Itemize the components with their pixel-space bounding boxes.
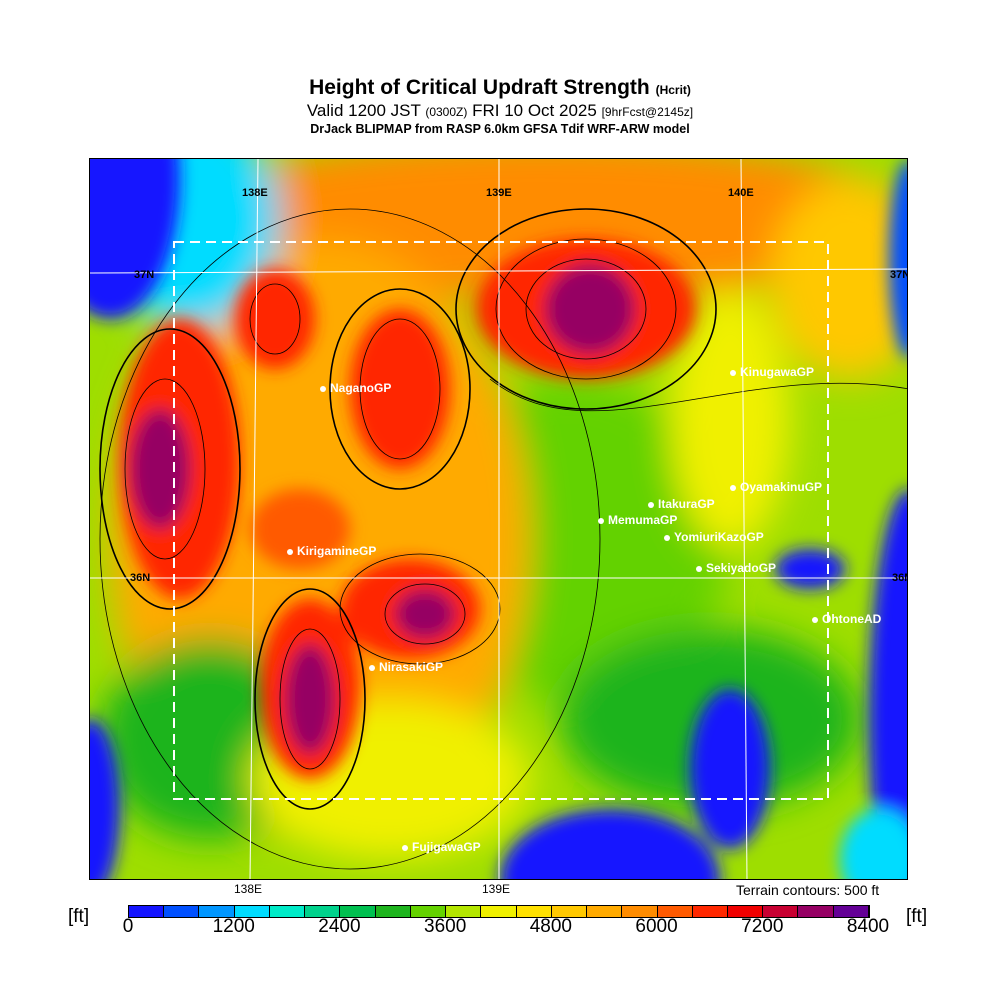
- colorbar-segment: [516, 906, 552, 917]
- colorbar-segment: [692, 906, 728, 917]
- colorbar-tick-label: 1200: [212, 916, 255, 937]
- colorbar-segment: [446, 906, 482, 917]
- lat-label: 36N: [130, 572, 151, 584]
- site-marker[interactable]: SekiyadoGP: [696, 561, 776, 575]
- colorbar-segment: [199, 906, 235, 917]
- title-suffix: (Hcrit): [655, 83, 691, 97]
- site-marker[interactable]: MemumaGP: [598, 513, 677, 527]
- lon-label: 139E: [486, 187, 512, 199]
- colorbar-segment: [657, 906, 693, 917]
- site-marker[interactable]: NirasakiGP: [369, 660, 443, 674]
- site-marker[interactable]: FujigawaGP: [402, 840, 481, 854]
- colorbar-segment: [269, 906, 306, 917]
- lon-label-bottom: 139E: [482, 882, 511, 896]
- inner-domain-box: [173, 241, 829, 800]
- colorbar-segment: [305, 906, 341, 917]
- colorbar: [128, 905, 870, 918]
- site-marker[interactable]: OyamakinuGP: [730, 480, 822, 494]
- colorbar-segment: [129, 906, 165, 917]
- colorbar-tick-label: 8400: [846, 916, 890, 937]
- site-marker[interactable]: KirigamineGP: [287, 544, 376, 558]
- map-plot: 138E 139E 140E 37N 36N 37N 36N NaganoGP …: [89, 158, 908, 880]
- site-marker[interactable]: YomiuriKazoGP: [664, 530, 764, 544]
- colorbar-unit-left: [ft]: [68, 906, 90, 927]
- lon-label-bottom: 138E: [234, 882, 263, 896]
- colorbar-tick-label: 4800: [529, 916, 572, 937]
- colorbar-segment: [481, 906, 517, 917]
- colorbar-segment: [340, 906, 376, 917]
- map-title: Height of Critical Updraft Strength (Hcr…: [0, 76, 1000, 100]
- colorbar-segment: [234, 906, 270, 917]
- lat-label: 37N: [890, 269, 907, 281]
- site-marker[interactable]: ItakuraGP: [648, 497, 715, 511]
- site-marker[interactable]: NaganoGP: [320, 381, 391, 395]
- colorbar-unit-right: [ft]: [906, 906, 928, 927]
- colorbar-segment: [551, 906, 588, 917]
- colorbar-segment: [727, 906, 764, 917]
- colorbar-tick-label: 3600: [424, 916, 467, 937]
- lon-label: 140E: [728, 187, 754, 199]
- colorbar-tick-label: 7200: [741, 916, 784, 937]
- graticule: [90, 159, 907, 879]
- colorbar-segment: [798, 906, 834, 917]
- hcrit-field: [90, 159, 907, 879]
- site-marker[interactable]: OhtoneAD: [812, 612, 881, 626]
- colorbar-segment: [375, 906, 411, 917]
- site-marker[interactable]: KinugawaGP: [730, 365, 814, 379]
- lon-label: 138E: [242, 187, 268, 199]
- forecast-info: [9hrFcst@2145z]: [601, 105, 694, 119]
- lat-label: 36N: [892, 572, 907, 584]
- terrain-note: Terrain contours: 500 ft: [736, 882, 880, 898]
- colorbar-tick-label: 6000: [635, 916, 678, 937]
- colorbar-tick-label: 2400: [318, 916, 361, 937]
- colorbar-segment: [587, 906, 623, 917]
- valid-zulu: (0300Z): [425, 105, 468, 119]
- colorbar-segment: [410, 906, 447, 917]
- valid-label: Valid 1200 JST: [306, 101, 421, 120]
- title-text: Height of Critical Updraft Strength: [309, 76, 650, 99]
- terrain-contours: [99, 208, 907, 870]
- valid-date: FRI 10 Oct 2025: [472, 101, 597, 120]
- colorbar-segment: [833, 906, 869, 917]
- colorbar-segment: [763, 906, 799, 917]
- valid-time: Valid 1200 JST (0300Z) FRI 10 Oct 2025 […: [0, 101, 1000, 121]
- colorbar-segment: [622, 906, 658, 917]
- colorbar-segment: [164, 906, 200, 917]
- colorbar-tick-label: 0: [122, 916, 134, 937]
- model-source: DrJack BLIPMAP from RASP 6.0km GFSA Tdif…: [310, 122, 690, 136]
- lat-label: 37N: [134, 269, 155, 281]
